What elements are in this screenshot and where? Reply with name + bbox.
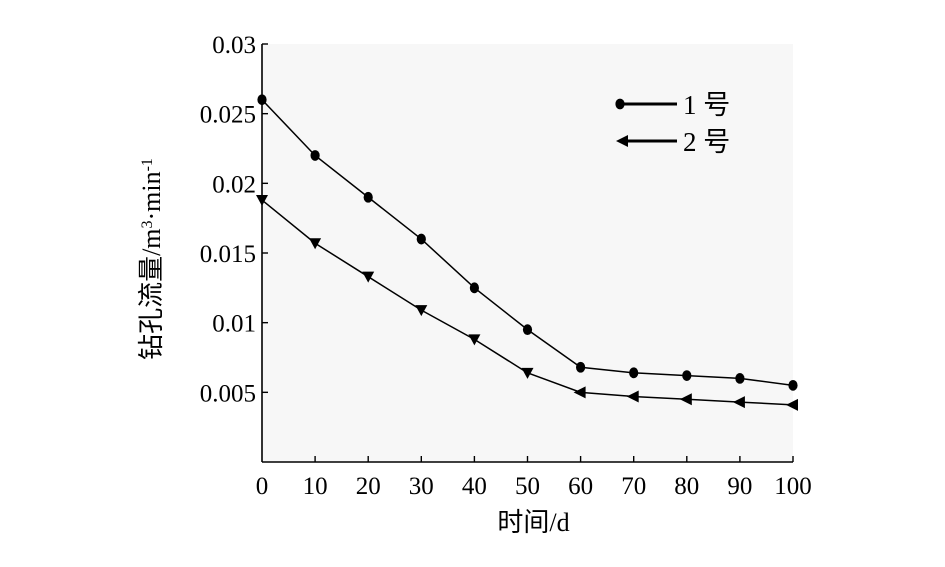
- x-tick-label: 30: [409, 473, 434, 500]
- x-tick-label: 0: [256, 473, 269, 500]
- x-tick-label: 50: [515, 473, 540, 500]
- data-point: [679, 393, 692, 406]
- data-point: [522, 324, 533, 336]
- data-point: [732, 396, 745, 409]
- data-point: [469, 282, 479, 294]
- data-point: [415, 305, 428, 317]
- data-point: [576, 361, 586, 373]
- x-axis-ticks: 0 10 20 30 40 50 60 70 80 90 100: [256, 456, 812, 500]
- x-tick-label: 40: [462, 473, 487, 500]
- x-tick-label: 80: [674, 473, 699, 500]
- data-point: [310, 150, 320, 161]
- data-point: [362, 271, 375, 283]
- y-axis-label-exponent: -1: [139, 158, 156, 171]
- data-point: [416, 233, 426, 245]
- y-tick-label: 0.025: [200, 102, 256, 129]
- x-tick-label: 20: [356, 473, 381, 500]
- legend-label: 1 号: [683, 90, 730, 120]
- y-tick-label: 0.02: [212, 171, 256, 198]
- data-point: [735, 373, 745, 384]
- x-tick-label: 60: [568, 473, 593, 500]
- data-point: [626, 390, 639, 403]
- data-point: [257, 94, 267, 106]
- y-tick-label: 0.03: [212, 32, 256, 59]
- data-point: [521, 367, 534, 379]
- x-tick-label: 90: [727, 473, 752, 500]
- x-axis-label: 时间/d: [497, 508, 569, 537]
- series-layer: [256, 94, 798, 411]
- data-point: [363, 191, 373, 203]
- y-tick-label: 0.005: [200, 380, 256, 407]
- y-axis-ticks: 0.005 0.01 0.015 0.02 0.025 0.03: [200, 32, 268, 407]
- series-2: [256, 195, 798, 411]
- x-tick-label: 10: [303, 473, 328, 500]
- y-tick-label: 0.01: [212, 311, 256, 338]
- data-point: [309, 238, 322, 250]
- legend-marker: [615, 98, 625, 110]
- data-point: [629, 367, 639, 379]
- x-tick-label: 70: [621, 473, 646, 500]
- data-point: [788, 379, 798, 391]
- legend: 1 号2 号: [615, 90, 730, 157]
- legend-label: 2 号: [683, 127, 730, 157]
- y-axis-label-base: 钻孔流量/m: [137, 228, 166, 359]
- y-axis-label-superscript: 3: [139, 220, 156, 228]
- data-point: [573, 386, 586, 399]
- legend-marker: [616, 135, 628, 147]
- data-point: [682, 370, 692, 382]
- series-1: [257, 94, 798, 391]
- data-point: [786, 398, 798, 411]
- data-point: [256, 195, 268, 207]
- plot-area: [262, 44, 793, 462]
- x-tick-label: 100: [774, 473, 812, 500]
- y-tick-label: 0.015: [200, 241, 256, 268]
- y-axis-label: 钻孔流量/m3·min-1: [137, 158, 166, 360]
- data-point: [468, 334, 481, 346]
- y-axis-label-unit: ·min: [137, 171, 166, 220]
